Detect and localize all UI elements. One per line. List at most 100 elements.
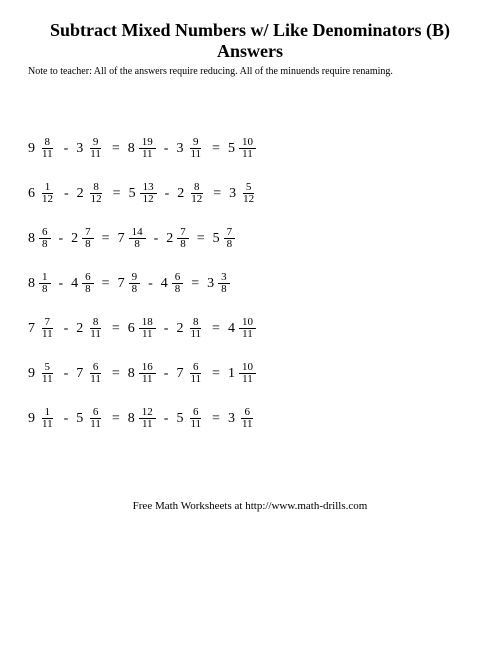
fraction: 10 11 xyxy=(239,317,256,340)
equals-sign: = xyxy=(104,366,128,382)
whole-number: 9 xyxy=(28,411,39,427)
equals-sign: = xyxy=(204,141,228,157)
whole-number: 3 xyxy=(229,186,240,202)
fraction: 8 12 xyxy=(88,182,105,205)
minus-sign: - xyxy=(156,141,177,157)
minus-sign: - xyxy=(56,141,77,157)
subtrahend-repeat: 5 6 11 xyxy=(176,407,204,430)
fraction: 6 11 xyxy=(239,407,256,430)
denominator: 12 xyxy=(188,194,205,205)
problem-row: 8 6 8 - 2 7 8 = 7 14 8 - 2 7 8 = 5 7 8 xyxy=(28,227,472,250)
minuend-original: 8 6 8 xyxy=(28,227,51,250)
fraction: 7 8 xyxy=(224,227,236,250)
fraction: 5 11 xyxy=(39,362,56,385)
fraction: 1 8 xyxy=(39,272,51,295)
subtrahend-repeat: 2 8 12 xyxy=(177,182,205,205)
whole-number: 7 xyxy=(28,321,39,337)
denominator: 12 xyxy=(88,194,105,205)
answer: 3 6 11 xyxy=(228,407,256,430)
minuend-original: 6 1 12 xyxy=(28,182,56,205)
minuend-renamed: 8 16 11 xyxy=(128,362,156,385)
fraction: 18 11 xyxy=(139,317,156,340)
equals-sign: = xyxy=(189,231,213,247)
fraction: 1 12 xyxy=(39,182,56,205)
fraction: 6 8 xyxy=(39,227,51,250)
minus-sign: - xyxy=(156,411,177,427)
whole-number: 8 xyxy=(128,141,139,157)
equals-sign: = xyxy=(204,366,228,382)
denominator: 11 xyxy=(139,419,156,430)
denominator: 11 xyxy=(39,419,56,430)
fraction: 10 11 xyxy=(239,362,256,385)
denominator: 11 xyxy=(239,149,256,160)
subtrahend: 2 8 12 xyxy=(77,182,105,205)
fraction: 7 8 xyxy=(82,227,94,250)
problem-row: 7 7 11 - 2 8 11 = 6 18 11 - 2 8 11 = 4 1… xyxy=(28,317,472,340)
denominator: 12 xyxy=(140,194,157,205)
fraction: 13 12 xyxy=(140,182,157,205)
denominator: 11 xyxy=(39,374,56,385)
answer: 5 10 11 xyxy=(228,137,256,160)
denominator: 12 xyxy=(240,194,257,205)
minus-sign: - xyxy=(156,321,177,337)
whole-number: 2 xyxy=(176,321,187,337)
denominator: 8 xyxy=(39,284,51,295)
fraction: 9 11 xyxy=(87,137,104,160)
footer-text: Free Math Worksheets at http://www.math-… xyxy=(28,500,472,512)
whole-number: 3 xyxy=(76,141,87,157)
whole-number: 8 xyxy=(28,231,39,247)
minus-sign: - xyxy=(51,231,72,247)
denominator: 11 xyxy=(187,419,204,430)
whole-number: 8 xyxy=(128,411,139,427)
whole-number: 7 xyxy=(118,276,129,292)
fraction: 6 8 xyxy=(82,272,94,295)
denominator: 11 xyxy=(87,374,104,385)
minuend-renamed: 8 12 11 xyxy=(128,407,156,430)
equals-sign: = xyxy=(94,231,118,247)
minuend-original: 7 7 11 xyxy=(28,317,56,340)
answer: 1 10 11 xyxy=(228,362,256,385)
denominator: 11 xyxy=(187,329,204,340)
denominator: 11 xyxy=(239,419,256,430)
denominator: 11 xyxy=(139,329,156,340)
minus-sign: - xyxy=(56,366,77,382)
whole-number: 5 xyxy=(129,186,140,202)
problem-list: 9 8 11 - 3 9 11 = 8 19 11 - 3 9 11 = 5 1… xyxy=(28,137,472,430)
whole-number: 4 xyxy=(71,276,82,292)
minuend-original: 9 5 11 xyxy=(28,362,56,385)
whole-number: 3 xyxy=(176,141,187,157)
equals-sign: = xyxy=(204,321,228,337)
problem-row: 6 1 12 - 2 8 12 = 5 13 12 - 2 8 12 = 3 5… xyxy=(28,182,472,205)
fraction: 5 12 xyxy=(240,182,257,205)
answer: 5 7 8 xyxy=(213,227,236,250)
whole-number: 1 xyxy=(228,366,239,382)
denominator: 11 xyxy=(39,329,56,340)
whole-number: 5 xyxy=(76,411,87,427)
whole-number: 2 xyxy=(177,186,188,202)
minuend-renamed: 5 13 12 xyxy=(129,182,157,205)
whole-number: 2 xyxy=(166,231,177,247)
denominator: 11 xyxy=(87,329,104,340)
fraction: 10 11 xyxy=(239,137,256,160)
whole-number: 5 xyxy=(213,231,224,247)
answer: 3 3 8 xyxy=(207,272,230,295)
fraction: 9 8 xyxy=(129,272,141,295)
subtrahend-repeat: 2 8 11 xyxy=(176,317,204,340)
subtrahend-repeat: 2 7 8 xyxy=(166,227,189,250)
denominator: 11 xyxy=(39,149,56,160)
whole-number: 9 xyxy=(28,141,39,157)
problem-row: 9 8 11 - 3 9 11 = 8 19 11 - 3 9 11 = 5 1… xyxy=(28,137,472,160)
minus-sign: - xyxy=(51,276,72,292)
subtrahend: 4 6 8 xyxy=(71,272,94,295)
whole-number: 7 xyxy=(76,366,87,382)
fraction: 19 11 xyxy=(139,137,156,160)
subtrahend: 2 7 8 xyxy=(71,227,94,250)
denominator: 11 xyxy=(239,374,256,385)
denominator: 12 xyxy=(39,194,56,205)
minus-sign: - xyxy=(56,186,77,202)
denominator: 8 xyxy=(129,284,141,295)
equals-sign: = xyxy=(183,276,207,292)
denominator: 11 xyxy=(239,329,256,340)
answer: 3 5 12 xyxy=(229,182,257,205)
fraction: 3 8 xyxy=(218,272,230,295)
